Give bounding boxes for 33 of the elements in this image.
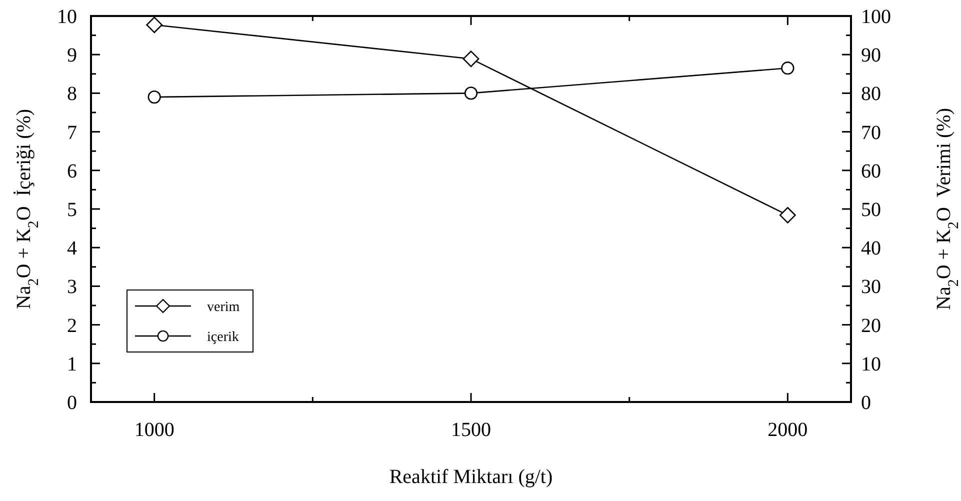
legend-label: içerik (207, 330, 239, 345)
y-tick-label: 6 (67, 160, 77, 182)
y-tick-label: 7 (67, 122, 77, 144)
y2-tick-label: 80 (861, 83, 881, 106)
point (779, 206, 796, 224)
y2-tick-label: 0 (861, 392, 871, 414)
y2-tick-label: 60 (861, 160, 881, 182)
y2-tick-label: 70 (861, 122, 881, 144)
x-tick-label: 1000 (134, 419, 174, 441)
y-tick-label: 0 (67, 392, 77, 414)
y2-tick-label: 50 (861, 199, 881, 221)
legend-label: verim (207, 300, 240, 315)
y2-tick-label: 20 (861, 314, 881, 337)
y-tick-label: 3 (67, 276, 77, 298)
y-tick-label: 2 (67, 314, 77, 337)
y-tick-label: 10 (57, 6, 77, 28)
y2-tick-label: 30 (861, 276, 881, 298)
y2-tick-label: 10 (861, 353, 881, 376)
point (781, 62, 794, 75)
x-tick-label: 2000 (768, 419, 808, 441)
y-tick-label: 1 (67, 353, 77, 376)
point (148, 90, 161, 104)
point (464, 86, 478, 100)
x-axis-title: Reaktif Miktarı (g/t) (389, 466, 553, 488)
y-tick-label: 8 (67, 83, 77, 106)
y-tick-label: 5 (67, 199, 77, 221)
point (462, 50, 480, 68)
y2-tick-label: 40 (861, 238, 881, 260)
y-tick-label: 4 (67, 238, 77, 260)
y2-tick-label: 90 (861, 44, 881, 67)
y2-tick-label: 100 (861, 6, 891, 28)
x-tick-label: 1500 (451, 419, 491, 441)
y-tick-label: 9 (67, 44, 77, 67)
